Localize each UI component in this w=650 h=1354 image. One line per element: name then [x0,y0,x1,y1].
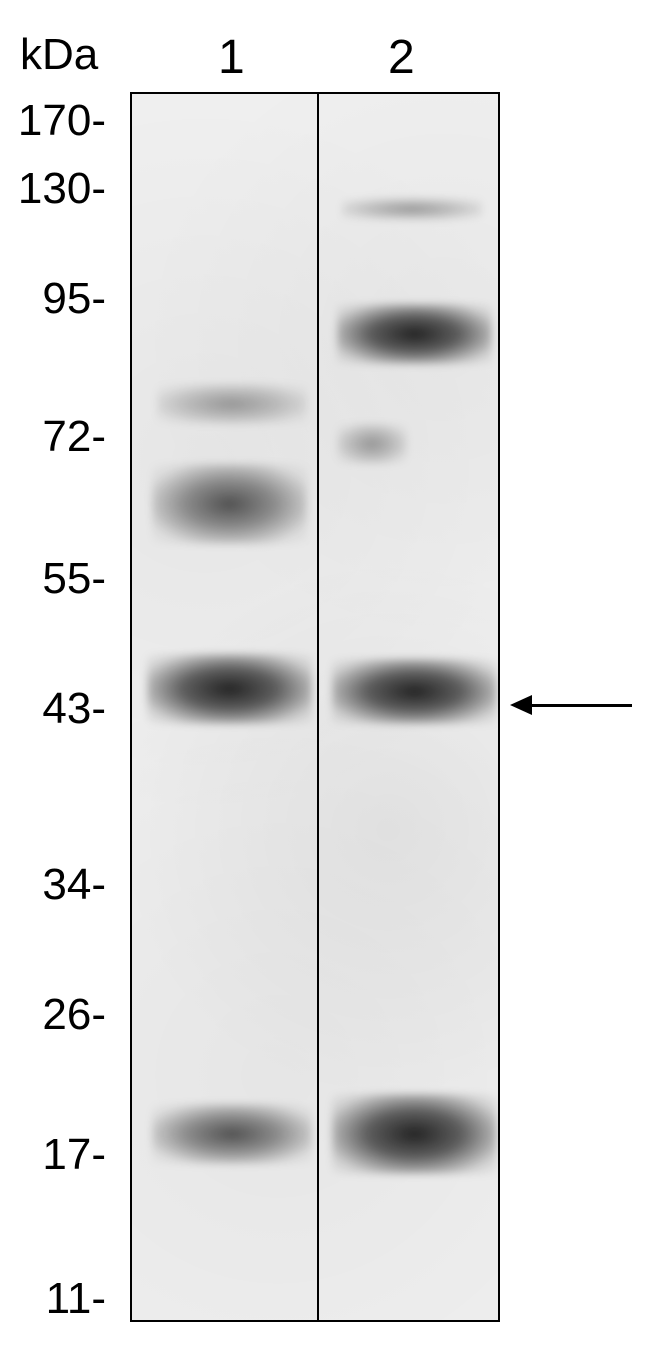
mw-marker-17: 17- [42,1130,106,1180]
lane-divider [317,94,319,1320]
target-band-arrow [510,695,632,715]
mw-marker-55: 55- [42,554,106,604]
mw-marker-26: 26- [42,990,106,1040]
band-lane1-60kda [152,464,307,544]
band-lane2-68kda [337,424,407,464]
mw-marker-34: 34- [42,860,106,910]
mw-marker-11: 11- [46,1274,106,1324]
lane-label-2: 2 [388,30,415,85]
band-lane2-120kda [342,198,482,220]
mw-marker-72: 72- [42,412,106,462]
arrow-shaft [532,704,632,707]
arrow-head-icon [510,695,532,715]
mw-marker-43: 43- [42,684,106,734]
lane-label-1: 1 [218,30,245,85]
blot-membrane [130,92,500,1322]
band-lane1-17kda [152,1104,312,1164]
band-lane2-17kda [332,1094,497,1174]
band-lane2-85kda [337,304,492,364]
mw-marker-95: 95- [42,274,106,324]
mw-marker-130: 130- [18,164,106,214]
band-lane2-43kda [332,659,497,724]
mw-marker-170: 170- [18,96,106,146]
western-blot-figure: kDa 1 2 170- 130- 95- 72- 55- 43- 34- 26… [0,0,650,1354]
band-lane1-72kda [157,384,307,424]
y-axis-unit-label: kDa [20,30,98,80]
band-lane1-43kda [147,654,312,724]
